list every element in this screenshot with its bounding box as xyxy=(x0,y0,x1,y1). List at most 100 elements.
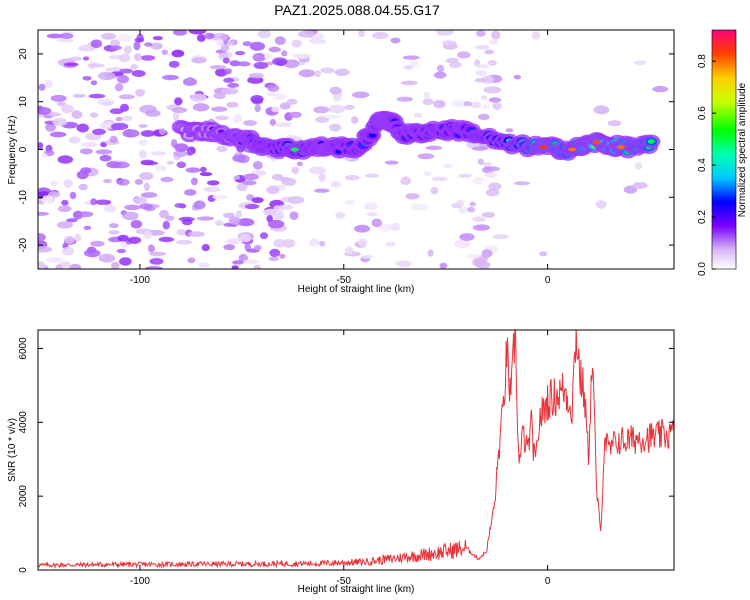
spectrogram-noise-blob xyxy=(275,122,292,127)
spectrogram-noise-blob xyxy=(271,105,280,113)
spectrogram-noise-blob xyxy=(109,108,124,115)
spectrogram-noise-blob xyxy=(313,106,330,114)
spectrogram-noise-blob xyxy=(159,209,169,219)
spectrogram-noise-blob xyxy=(488,39,499,45)
spectrogram-noise-blob xyxy=(222,57,230,64)
spectrogram-x-tick-label: -50 xyxy=(337,275,352,286)
spectrogram-noise-blob xyxy=(441,40,457,46)
spectrogram-noise-blob xyxy=(232,154,247,163)
spectrogram-noise-blob xyxy=(314,70,321,78)
spectrogram-noise-blob xyxy=(211,106,228,112)
spectrogram-noise-blob xyxy=(474,78,488,83)
spectrogram-noise-blob xyxy=(232,114,243,123)
spectrogram-noise-blob xyxy=(291,39,302,48)
spectrogram-noise-blob xyxy=(329,86,342,95)
spectrogram-noise-blob xyxy=(150,151,167,156)
spectrogram-x-tick-label: -100 xyxy=(130,275,150,286)
spectrogram-noise-blob xyxy=(458,205,467,214)
spectrogram-noise-blob xyxy=(297,30,316,38)
snr-series-line xyxy=(38,330,674,570)
spectrogram-noise-blob xyxy=(472,216,486,223)
spectrogram-noise-blob xyxy=(243,173,259,181)
spectrogram-noise-blob xyxy=(158,128,166,135)
spectrogram-noise-blob xyxy=(472,224,490,231)
spectrogram-noise-blob xyxy=(249,72,264,79)
spectrogram-noise-blob xyxy=(272,93,287,101)
spectrogram-noise-blob xyxy=(283,59,300,69)
spectrogram-noise-blob xyxy=(459,233,475,241)
spectrogram-noise-blob xyxy=(207,180,220,186)
spectrogram-noise-blob xyxy=(83,225,92,230)
spectrogram-noise-blob xyxy=(90,240,105,247)
spectrogram-noise-blob xyxy=(531,31,541,40)
spectrogram-noise-blob xyxy=(95,149,113,155)
spectrogram-peak xyxy=(617,145,625,150)
spectrogram-noise-blob xyxy=(431,176,448,182)
spectrogram-noise-blob xyxy=(223,212,235,218)
spectrogram-noise-blob xyxy=(272,57,288,66)
spectrogram-noise-blob xyxy=(191,57,207,64)
spectrogram-noise-blob xyxy=(232,260,244,265)
spectrogram-noise-blob xyxy=(38,261,46,269)
spectrogram-noise-blob xyxy=(59,32,74,40)
spectrogram-noise-blob xyxy=(481,211,495,218)
spectrogram-noise-blob xyxy=(188,30,207,35)
spectrogram-noise-blob xyxy=(69,263,82,269)
snr-x-tick-label: -50 xyxy=(337,576,352,587)
spectrogram-ridge-core xyxy=(368,133,376,138)
spectrogram-noise-blob xyxy=(492,234,509,240)
spectrogram-noise-blob xyxy=(131,70,146,77)
spectrogram-noise-blob xyxy=(634,162,643,170)
spectrogram-noise-blob xyxy=(145,109,161,117)
spectrogram-noise-blob xyxy=(198,262,210,268)
spectrogram-noise-blob xyxy=(223,244,236,251)
spectrogram-noise-blob xyxy=(214,220,224,226)
spectrogram-noise-blob xyxy=(439,262,448,269)
spectrogram-noise-blob xyxy=(513,74,521,80)
spectrogram-noise-blob xyxy=(425,145,443,150)
spectrogram-noise-blob xyxy=(253,264,261,269)
spectrogram-noise-blob xyxy=(364,202,378,211)
spectrogram-noise-blob xyxy=(78,183,88,191)
spectrogram-noise-blob xyxy=(351,91,370,99)
spectrogram-noise-blob xyxy=(492,102,502,110)
spectrogram-noise-blob xyxy=(264,53,273,59)
spectrogram-noise-blob xyxy=(121,115,133,122)
spectrogram-noise-blob xyxy=(158,236,175,243)
spectrogram-noise-blob xyxy=(220,45,230,52)
spectrogram-noise-blob xyxy=(56,38,74,43)
spectrogram-y-tick-label: -20 xyxy=(18,237,29,252)
spectrogram-noise-blob xyxy=(127,236,142,244)
spectrogram-noise-blob xyxy=(253,62,269,69)
spectrogram-noise-blob xyxy=(76,123,90,133)
spectrogram-noise-blob xyxy=(345,174,360,181)
snr-y-label: SNR (10 * v/v) xyxy=(7,418,18,482)
spectrogram-noise-blob xyxy=(61,199,69,206)
spectrogram-noise-blob xyxy=(454,239,471,249)
spectrogram-noise-blob xyxy=(89,112,99,118)
spectrogram-noise-blob xyxy=(223,77,235,83)
snr-panel: -100 -50 0 0 2000 4000 6000 Height of straigh… xyxy=(7,329,675,595)
spectrogram-noise-blob xyxy=(225,238,243,245)
spectrogram-noise-blob xyxy=(472,177,485,185)
spectrogram-noise-blob xyxy=(289,111,302,119)
snr-y-tick-label: 4000 xyxy=(18,411,29,434)
spectrogram-noise-blob xyxy=(250,95,264,104)
spectrogram-noise-blob xyxy=(485,188,500,197)
spectrogram-noise-blob xyxy=(176,229,187,236)
spectrogram-noise-blob xyxy=(71,110,83,119)
spectrogram-noise-blob xyxy=(41,153,48,158)
spectrogram-noise-blob xyxy=(119,257,132,266)
spectrogram-noise-blob xyxy=(314,188,330,193)
spectrogram-ridge-core xyxy=(647,139,655,144)
spectrogram-noise-blob xyxy=(287,196,305,204)
spectrogram-noise-blob xyxy=(186,77,194,86)
spectrogram-noise-blob xyxy=(237,218,255,227)
spectrogram-noise-blob xyxy=(257,30,271,39)
spectrogram-noise-blob xyxy=(430,187,439,195)
spectrogram-noise-blob xyxy=(108,54,123,60)
spectrogram-noise-blob xyxy=(260,232,268,240)
spectrogram-noise-blob xyxy=(133,41,141,51)
spectrogram-noise-blob xyxy=(308,39,327,44)
